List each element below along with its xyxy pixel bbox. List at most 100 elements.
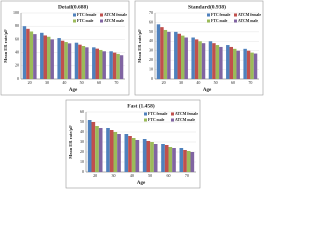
x-tick-label: 20 — [93, 173, 97, 178]
x-tick-label: 50 — [148, 173, 152, 178]
bar — [142, 139, 147, 172]
bar — [135, 140, 140, 172]
legend-swatch — [171, 118, 174, 122]
chart-title: Detail(0.688) — [58, 3, 88, 10]
bar — [81, 46, 86, 79]
bar — [74, 42, 79, 79]
bar — [95, 48, 99, 79]
chart-panel: Fast (1.458) Mean ER rate/μF Age 0 10 20 30 40 5… — [65, 99, 201, 189]
x-axis-label: Age — [203, 88, 212, 93]
legend-label: ATCM male — [104, 19, 124, 23]
x-axis-label: Age — [137, 181, 146, 186]
y-tick-label: 10 — [149, 66, 153, 71]
x-tick-label: 60 — [97, 80, 101, 85]
legend-label: FTC female — [148, 112, 168, 116]
x-tick-label: 40 — [196, 80, 200, 85]
bar — [99, 49, 103, 79]
bar — [253, 53, 258, 79]
y-tick-label: 30 — [80, 139, 84, 144]
bar — [67, 43, 72, 79]
bar — [190, 152, 195, 172]
legend-label: ATCM male — [175, 118, 195, 122]
bar — [64, 42, 68, 79]
x-tick-label: 20 — [162, 80, 166, 85]
bar — [78, 44, 82, 79]
bar — [250, 52, 254, 79]
bar — [233, 48, 237, 79]
x-tick-label: 60 — [231, 80, 235, 85]
legend-swatch — [144, 112, 147, 116]
bar — [109, 130, 114, 172]
legend-label: FTC male — [77, 19, 94, 23]
bar — [98, 128, 103, 172]
bar — [174, 31, 178, 79]
y-axis-label: Mean ER rate/μF — [68, 125, 73, 159]
bar — [164, 145, 169, 172]
legend-label: FTC female — [211, 13, 231, 17]
bar — [163, 29, 168, 79]
y-tick-label: 50 — [149, 29, 153, 34]
legend-label: ATCM female — [104, 13, 127, 17]
bar — [246, 50, 251, 79]
figure: Detail(0.688) Mean ER rate/μF Age 0 20 40 60 80… — [0, 0, 264, 189]
bar — [153, 144, 158, 172]
x-tick-label: 40 — [130, 173, 134, 178]
legend-swatch — [234, 19, 237, 23]
y-tick-label: 40 — [149, 38, 153, 43]
bar — [146, 141, 151, 172]
bar — [183, 150, 187, 172]
bar — [198, 41, 202, 79]
bar — [156, 24, 161, 79]
legend-swatch — [144, 118, 147, 122]
legend-label: FTC female — [77, 13, 97, 17]
legend-label: ATCM male — [238, 19, 258, 23]
bar — [112, 52, 117, 79]
x-tick-label: 40 — [62, 80, 66, 85]
x-axis-label: Age — [69, 88, 78, 93]
x-tick-label: 70 — [114, 80, 118, 85]
legend-swatch — [207, 19, 210, 23]
bar — [226, 45, 230, 79]
bar — [22, 26, 27, 79]
legend-swatch — [207, 13, 210, 17]
x-tick-label: 70 — [248, 80, 252, 85]
legend-label: ATCM female — [238, 13, 261, 17]
bar — [26, 28, 30, 79]
bar — [60, 40, 65, 79]
bar — [215, 45, 220, 79]
bar — [179, 148, 184, 172]
bar — [243, 48, 247, 79]
x-tick-label: 50 — [80, 80, 84, 85]
bar — [186, 151, 191, 172]
bar — [160, 27, 164, 79]
y-tick-label: 20 — [15, 63, 19, 68]
x-tick-label: 50 — [214, 80, 218, 85]
y-tick-label: 60 — [80, 109, 84, 114]
bar — [184, 37, 188, 79]
bar — [219, 46, 223, 79]
y-tick-label: 0 — [17, 76, 19, 81]
y-tick-label: 20 — [149, 57, 153, 62]
bar — [116, 53, 120, 79]
x-tick-label: 30 — [112, 173, 116, 178]
y-tick-label: 70 — [149, 10, 153, 15]
legend-label: FTC male — [211, 19, 228, 23]
chart-title: Standard(0.938) — [188, 3, 226, 10]
y-tick-label: 20 — [80, 149, 84, 154]
legend-swatch — [100, 13, 103, 17]
bar — [119, 55, 124, 79]
bar — [208, 41, 213, 79]
bar — [95, 126, 99, 172]
y-axis-label: Mean ER rate/μF — [3, 29, 8, 63]
y-axis-label: Mean ER rate/μF — [137, 29, 142, 63]
bar — [177, 33, 181, 79]
bar — [87, 120, 92, 172]
bar — [43, 35, 47, 79]
bar — [161, 144, 165, 172]
x-tick-label: 30 — [179, 80, 183, 85]
x-tick-label: 30 — [45, 80, 49, 85]
legend-label: ATCM female — [175, 112, 198, 116]
bar — [124, 134, 129, 172]
bar — [167, 31, 171, 79]
y-tick-label: 40 — [80, 129, 84, 134]
